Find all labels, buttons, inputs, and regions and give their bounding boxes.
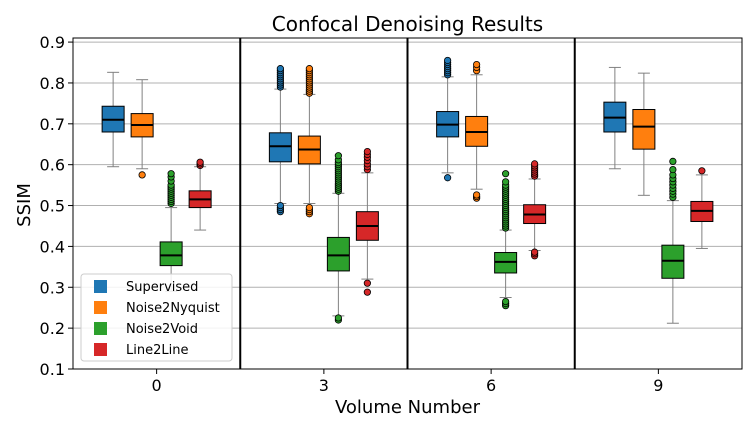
box-line2line-9 (690, 167, 714, 249)
y-tick-label: 0.5 (40, 197, 65, 216)
outlier-point (363, 279, 371, 287)
y-tick-label: 0.4 (40, 237, 65, 256)
box-noise2nyquist-9 (632, 72, 656, 196)
plot-frame (72, 37, 743, 370)
box-noise2void-6 (494, 170, 518, 310)
y-tick-label: 0.9 (40, 33, 65, 52)
y-tick-label: 0.7 (40, 115, 65, 134)
outlier-point (698, 167, 706, 175)
outlier-point (334, 152, 342, 160)
legend-box (80, 273, 233, 362)
plot-area (101, 38, 714, 369)
box-supervised-3 (268, 65, 292, 216)
y-tick-label: 0.3 (40, 278, 65, 297)
y-tick-label: 0.2 (40, 319, 65, 338)
outlier-point (502, 178, 510, 186)
outlier-point (444, 56, 452, 65)
box-body (632, 109, 656, 150)
outlier-point (363, 288, 371, 296)
outlier-point (473, 60, 481, 69)
box-body (159, 241, 183, 267)
outlier-point (196, 158, 204, 166)
outlier-point (444, 174, 452, 182)
outlier-point (502, 170, 510, 178)
box-noise2void-9 (661, 157, 685, 324)
box-body (661, 244, 685, 279)
legend-swatch (94, 343, 107, 356)
box-body (326, 236, 350, 272)
outlier-point (502, 297, 510, 306)
box-line2line-6 (523, 160, 547, 260)
box-supervised-9 (603, 66, 627, 170)
box-noise2void-3 (326, 152, 350, 324)
box-line2line-0 (188, 158, 212, 231)
x-tick-label: 6 (486, 376, 496, 395)
outlier-point (531, 160, 539, 168)
y-tick-label: 0.1 (40, 360, 65, 379)
outlier-point (305, 203, 313, 212)
x-tick-label: 0 (152, 376, 162, 395)
legend-label: Noise2Void (126, 322, 198, 337)
box-line2line-3 (355, 148, 379, 296)
outlier-point (473, 191, 481, 199)
box-supervised-6 (436, 56, 460, 182)
legend: Supervised Noise2Nyquist Noise2Void Line2Li… (80, 273, 233, 362)
outlier-point (363, 148, 371, 156)
box-noise2void-0 (159, 170, 183, 292)
outlier-point (669, 157, 677, 166)
legend-swatch (94, 280, 107, 293)
outlier-point (276, 201, 284, 210)
chart-title: Confocal Denoising Results (272, 12, 543, 36)
legend-swatch (94, 322, 107, 335)
outlier-point (531, 248, 539, 256)
box-noise2nyquist-0 (130, 79, 154, 179)
legend-label: Line2Line (126, 343, 188, 358)
box-noise2nyquist-6 (465, 60, 489, 202)
y-tick-label: 0.6 (40, 156, 65, 175)
legend-label: Supervised (126, 280, 198, 295)
y-tick-label: 0.8 (40, 74, 65, 93)
y-axis-title: SSIM (14, 183, 35, 227)
box-body (268, 132, 292, 163)
box-noise2nyquist-3 (297, 65, 321, 218)
outlier-point (138, 171, 146, 179)
legend-label: Noise2Nyquist (126, 301, 220, 316)
outlier-point (167, 170, 175, 178)
x-axis-title: Volume Number (335, 397, 481, 418)
outlier-point (334, 314, 342, 322)
x-tick-label: 3 (319, 376, 329, 395)
outlier-point (669, 165, 677, 174)
x-tick-label: 9 (653, 376, 663, 395)
legend-swatch (94, 301, 107, 314)
outlier-point (276, 65, 284, 73)
outlier-point (305, 65, 313, 73)
box-supervised-0 (101, 71, 125, 168)
